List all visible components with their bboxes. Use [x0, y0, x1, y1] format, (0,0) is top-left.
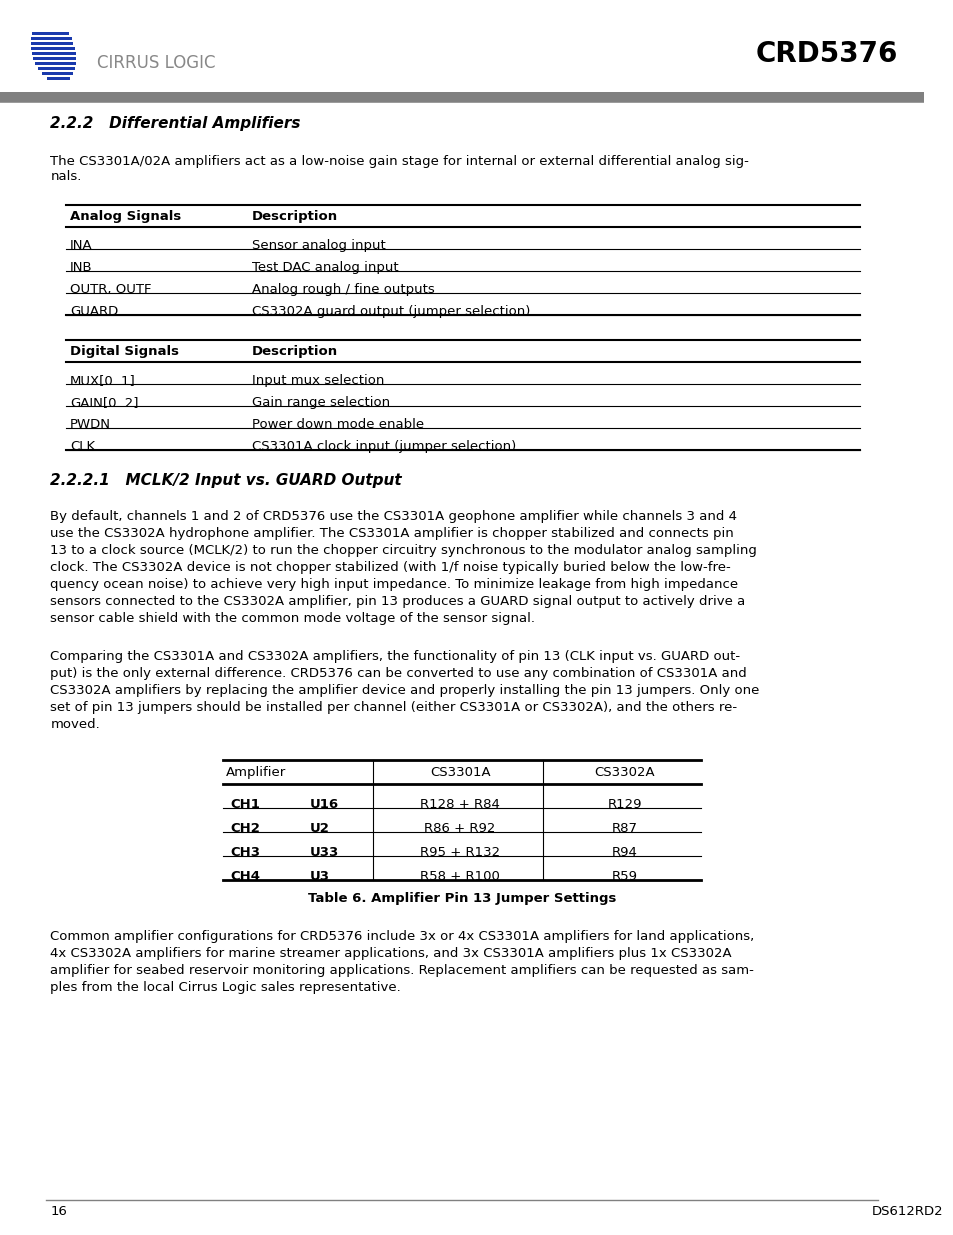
Text: 2.2.2   Differential Amplifiers: 2.2.2 Differential Amplifiers: [51, 116, 300, 131]
Text: GUARD: GUARD: [70, 305, 118, 317]
Text: PWDN: PWDN: [70, 417, 111, 431]
Bar: [30, 42, 73, 44]
Text: MUX[0..1]: MUX[0..1]: [70, 374, 135, 387]
Text: CLK: CLK: [70, 440, 94, 453]
Text: CS3301A clock input (jumper selection): CS3301A clock input (jumper selection): [252, 440, 516, 453]
Text: The CS3301A/02A amplifiers act as a low-noise gain stage for internal or externa: The CS3301A/02A amplifiers act as a low-…: [51, 156, 748, 183]
Bar: [30, 37, 71, 40]
Text: CS3302A: CS3302A: [594, 766, 655, 779]
Text: R129: R129: [607, 798, 641, 811]
Bar: [38, 67, 74, 70]
Text: R86 + R92: R86 + R92: [424, 823, 496, 835]
Text: U33: U33: [310, 846, 339, 860]
Text: Description: Description: [252, 345, 337, 358]
Text: CH3: CH3: [231, 846, 260, 860]
Text: Test DAC analog input: Test DAC analog input: [252, 261, 398, 274]
Text: INB: INB: [70, 261, 92, 274]
Text: Input mux selection: Input mux selection: [252, 374, 384, 387]
Text: Table 6. Amplifier Pin 13 Jumper Settings: Table 6. Amplifier Pin 13 Jumper Setting…: [308, 892, 616, 905]
Text: U16: U16: [310, 798, 338, 811]
Text: CS3302A guard output (jumper selection): CS3302A guard output (jumper selection): [252, 305, 530, 317]
Bar: [35, 62, 76, 65]
Text: CH1: CH1: [231, 798, 260, 811]
Text: Sensor analog input: Sensor analog input: [252, 240, 385, 252]
Text: R87: R87: [611, 823, 638, 835]
Text: By default, channels 1 and 2 of CRD5376 use the CS3301A geophone amplifier while: By default, channels 1 and 2 of CRD5376 …: [51, 510, 757, 625]
Bar: [32, 32, 69, 35]
Text: CH2: CH2: [231, 823, 260, 835]
Text: Digital Signals: Digital Signals: [70, 345, 178, 358]
Bar: [42, 72, 72, 75]
Text: CS3301A: CS3301A: [430, 766, 490, 779]
Text: R94: R94: [611, 846, 638, 860]
Text: U2: U2: [310, 823, 330, 835]
Bar: [30, 47, 75, 49]
Bar: [0, 91, 923, 100]
Bar: [33, 57, 76, 61]
Text: R59: R59: [611, 869, 638, 883]
Bar: [31, 52, 76, 56]
Text: R58 + R100: R58 + R100: [420, 869, 499, 883]
Text: Amplifier: Amplifier: [226, 766, 286, 779]
Text: CH4: CH4: [231, 869, 260, 883]
Text: Comparing the CS3301A and CS3302A amplifiers, the functionality of pin 13 (CLK i: Comparing the CS3301A and CS3302A amplif…: [51, 650, 759, 731]
Text: Description: Description: [252, 210, 337, 224]
Text: CRD5376: CRD5376: [755, 40, 897, 68]
Text: R95 + R132: R95 + R132: [419, 846, 499, 860]
Text: Common amplifier configurations for CRD5376 include 3x or 4x CS3301A amplifiers : Common amplifier configurations for CRD5…: [51, 930, 754, 994]
Text: R128 + R84: R128 + R84: [420, 798, 499, 811]
Text: 16: 16: [51, 1205, 67, 1218]
Text: 2.2.2.1   MCLK/2 Input vs. GUARD Output: 2.2.2.1 MCLK/2 Input vs. GUARD Output: [51, 473, 401, 488]
Text: GAIN[0..2]: GAIN[0..2]: [70, 396, 138, 409]
Text: CIRRUS LOGIC: CIRRUS LOGIC: [97, 54, 215, 72]
Bar: [47, 77, 70, 80]
Text: INA: INA: [70, 240, 92, 252]
Text: Gain range selection: Gain range selection: [252, 396, 390, 409]
Text: DS612RD2: DS612RD2: [871, 1205, 943, 1218]
Text: Analog Signals: Analog Signals: [70, 210, 181, 224]
Text: OUTR, OUTF: OUTR, OUTF: [70, 283, 152, 296]
Text: Power down mode enable: Power down mode enable: [252, 417, 423, 431]
Text: Analog rough / fine outputs: Analog rough / fine outputs: [252, 283, 435, 296]
Text: U3: U3: [310, 869, 330, 883]
